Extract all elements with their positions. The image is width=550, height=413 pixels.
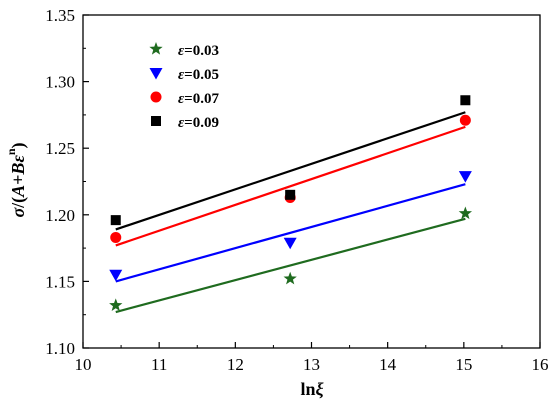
fit-line [115, 217, 466, 314]
y-tick-label: 1.25 [45, 139, 75, 158]
y-axis-title: σ/(A+Bεn) [4, 142, 29, 217]
legend-label: ε=0.09 [178, 115, 219, 131]
legend-marker-star [149, 42, 163, 55]
x-tick-label: 12 [227, 355, 244, 374]
data-point-triangle-down [458, 171, 472, 183]
legend: ε=0.03 ε=0.05 ε=0.07 ε=0.09 [149, 42, 219, 131]
legend-label: ε=0.05 [178, 67, 219, 83]
fit-line [115, 183, 466, 283]
x-tick-label: 11 [151, 355, 167, 374]
data-point-square [110, 215, 121, 226]
data-point-square [285, 189, 296, 200]
x-tick-label: 16 [532, 355, 549, 374]
data-point-star [458, 206, 473, 220]
x-tick-label: 15 [455, 355, 472, 374]
x-axis-title-prefix: ln [300, 379, 315, 399]
x-tick-label: 10 [75, 355, 92, 374]
y-tick-label: 1.30 [45, 73, 75, 92]
y-tick-label: 1.35 [45, 6, 75, 25]
legend-label: ε=0.07 [178, 91, 219, 107]
x-axis-title: lnξ [300, 379, 323, 400]
fit-line [115, 111, 466, 231]
y-tick-label: 1.10 [45, 339, 75, 358]
y-tick-label: 1.15 [45, 272, 75, 291]
x-tick-label: 13 [303, 355, 320, 374]
plot-frame [82, 14, 541, 349]
data-point-circle [110, 231, 122, 243]
data-point-star [109, 298, 123, 312]
legend-marker-circle [150, 91, 162, 103]
legend-marker-square [151, 116, 161, 126]
axis-ticks: 10 11 12 13 14 15 16 1.10 1.15 1.20 1.25 1.30 1.35 [45, 6, 548, 374]
legend-label: ε=0.03 [178, 43, 219, 59]
fit-lines [115, 111, 466, 314]
x-axis-title-symbol: ξ [315, 379, 323, 400]
x-tick-label: 14 [379, 355, 397, 374]
data-points [109, 95, 473, 312]
data-point-circle [459, 114, 471, 126]
y-tick-label: 1.20 [45, 206, 75, 225]
data-point-square [460, 95, 471, 106]
data-point-triangle-down [283, 237, 297, 250]
fit-line [115, 125, 466, 247]
data-point-triangle-down [109, 269, 123, 282]
legend-marker-triangle-down [149, 68, 163, 80]
data-point-star [283, 271, 297, 285]
